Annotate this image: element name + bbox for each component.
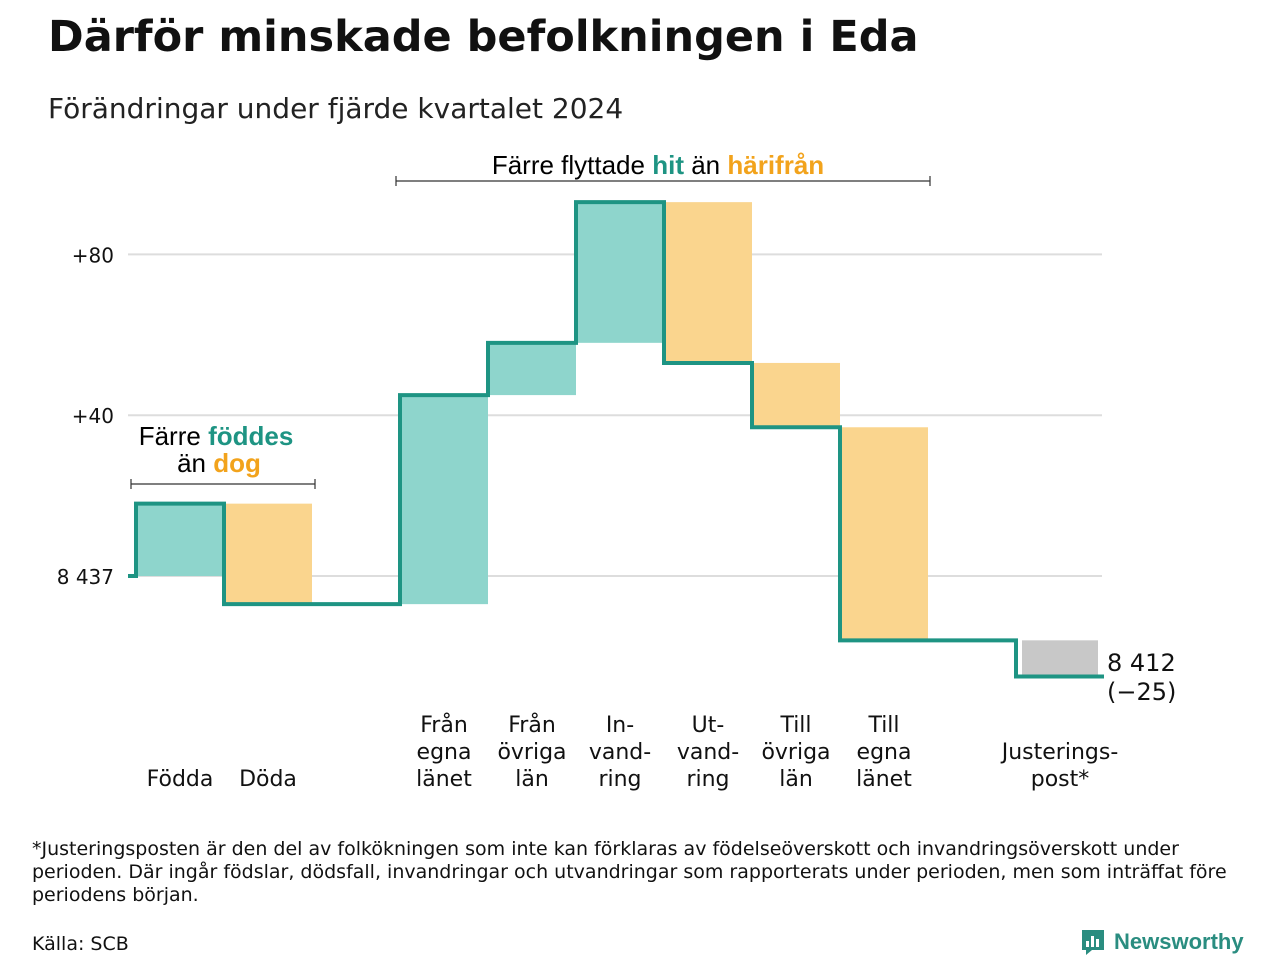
- end-change-label: (−25): [1107, 678, 1176, 706]
- bar-decrease: [664, 202, 752, 363]
- annotation-birth-death: Färre föddes än dog: [130, 421, 316, 489]
- annotation-birth-death-prefix2: än: [177, 448, 206, 478]
- category-label: länet: [856, 767, 912, 792]
- annotation-birth-death-highlight: föddes: [208, 421, 293, 451]
- category-label: Till: [867, 713, 899, 738]
- category-label: vand-: [677, 740, 739, 765]
- annotation-birth-death-highlight2: dog: [213, 448, 261, 478]
- svg-text:än dog: än dog: [177, 448, 261, 478]
- annotation-birth-death-prefix: Färre: [139, 421, 201, 451]
- category-label: Ut-: [692, 713, 725, 738]
- chart-subtitle: Förändringar under fjärde kvartalet 2024: [48, 92, 624, 125]
- category-label: post*: [1031, 767, 1090, 792]
- category-label: Till: [779, 713, 811, 738]
- category-label: övriga: [761, 740, 830, 765]
- category-label: länet: [416, 767, 472, 792]
- svg-text:Färre flyttade hit: Färre flyttade hit än härifrån: [492, 150, 824, 180]
- end-value-label: 8 412: [1107, 649, 1176, 677]
- category-label: vand-: [589, 740, 651, 765]
- bar-decrease: [752, 362, 840, 428]
- category-label: In-: [606, 713, 634, 738]
- y-tick-label: 8 437: [57, 565, 114, 589]
- annotation-migration: Färre flyttade hit än härifrån: [395, 150, 931, 186]
- bar-adjustment: [1022, 640, 1098, 677]
- cumulative-step-line: [128, 200, 1104, 679]
- bar-increase: [488, 342, 576, 396]
- category-label: Justerings-: [1000, 740, 1119, 765]
- bar-increase: [136, 503, 224, 576]
- step-line: [128, 200, 1104, 679]
- category-label: Födda: [147, 767, 214, 792]
- bar-decrease: [840, 427, 928, 641]
- newsworthy-logo: Newsworthy: [1080, 928, 1244, 956]
- category-label: egna: [857, 740, 912, 765]
- footnote: *Justeringsposten är den del av folkökni…: [32, 838, 1227, 906]
- category-label: ring: [686, 767, 729, 792]
- category-label: Från: [420, 712, 468, 738]
- bar-increase: [576, 202, 664, 343]
- annotation-migration-highlight1: hit: [652, 150, 684, 180]
- x-axis-categories: Födda DödaFrånegnalänetFrånövrigalänIn-va…: [147, 712, 1119, 792]
- bars: [136, 202, 1098, 677]
- category-label: Från: [508, 712, 556, 738]
- svg-text:Färre föddes: Färre föddes: [139, 421, 294, 451]
- waterfall-chart: 8 437+40+80 Födda DödaFrånegnalänetFrånöv…: [57, 150, 1177, 792]
- category-label: län: [515, 767, 549, 792]
- category-label: egna: [417, 740, 472, 765]
- bar-increase: [400, 395, 488, 605]
- source-label: Källa: SCB: [32, 933, 129, 955]
- chart-title: Därför minskade befolkningen i Eda: [48, 12, 919, 62]
- category-label: län: [779, 767, 813, 792]
- newsworthy-logo-text: Newsworthy: [1114, 929, 1244, 954]
- category-label: Döda: [239, 767, 297, 792]
- annotation-migration-highlight2: härifrån: [727, 150, 824, 180]
- newsworthy-logo-icon: [1082, 930, 1104, 955]
- category-label: övriga: [497, 740, 566, 765]
- y-axis-ticks: 8 437 +40 +80: [57, 243, 114, 589]
- annotation-migration-prefix: Färre flyttade: [492, 150, 645, 180]
- y-tick-label: +80: [72, 243, 114, 267]
- bar-decrease: [224, 503, 312, 605]
- y-tick-label: +40: [72, 404, 114, 428]
- category-label: ring: [598, 767, 641, 792]
- annotation-migration-middle: än: [691, 150, 720, 180]
